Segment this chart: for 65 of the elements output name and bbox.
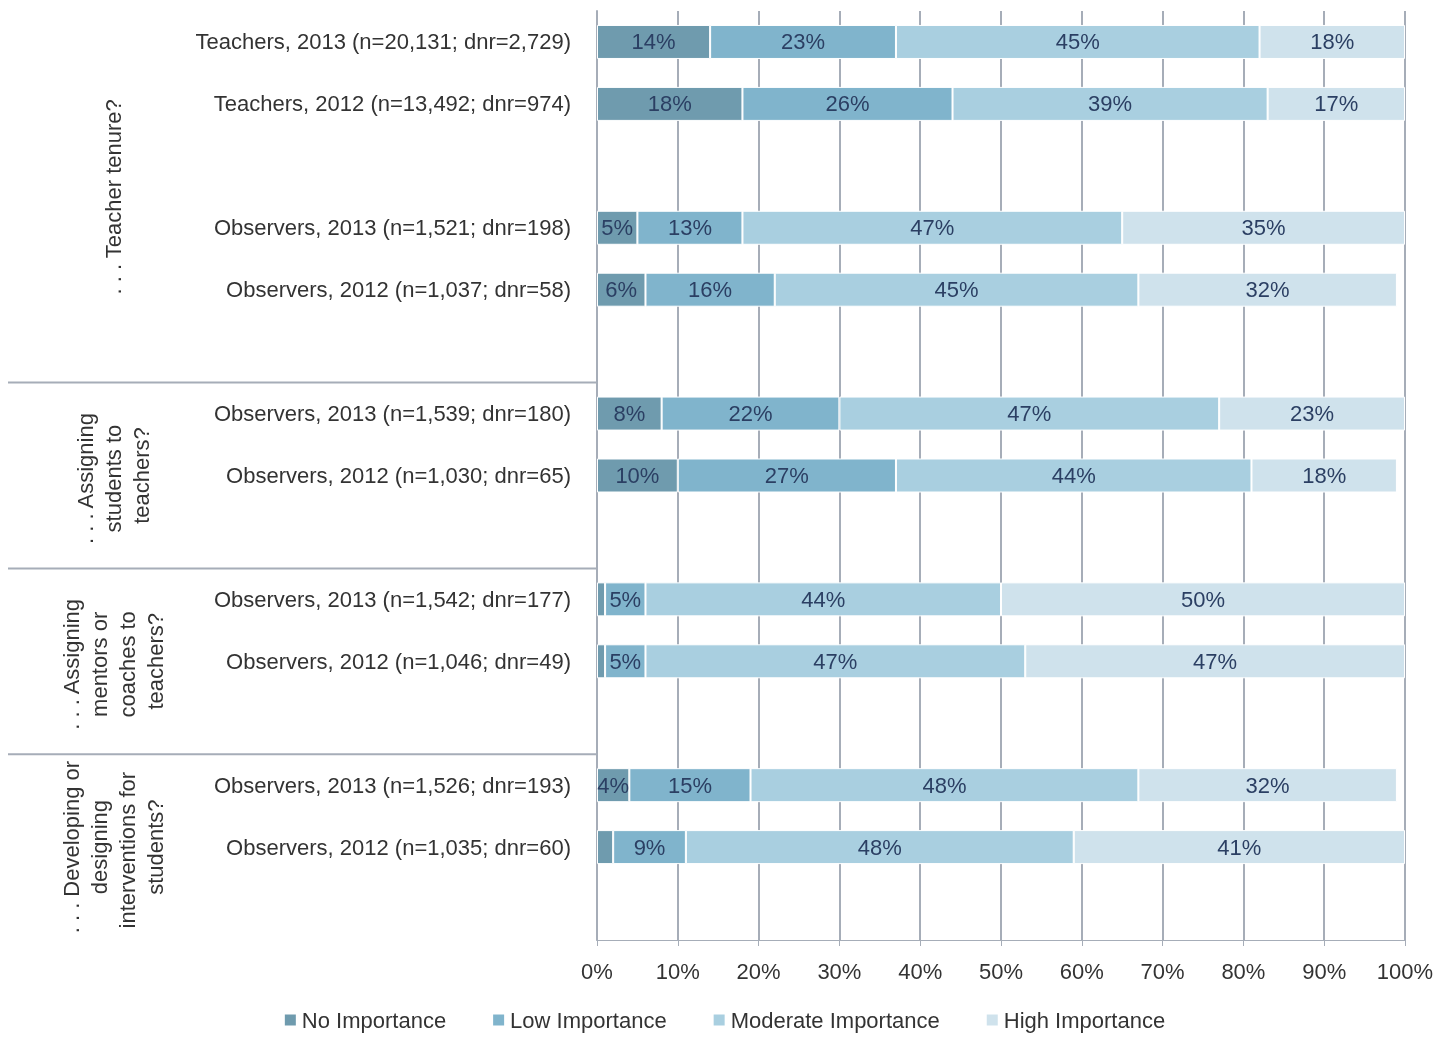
y-tick-label: Teachers, 2013 (n=20,131; dnr=2,729): [195, 29, 571, 55]
data-label: 32%: [1245, 772, 1290, 798]
y-tick-label: Observers, 2012 (n=1,037; dnr=58): [226, 277, 571, 303]
data-label: 47%: [1007, 401, 1052, 427]
data-label: 48%: [922, 772, 967, 798]
data-label: 23%: [1290, 401, 1335, 427]
text: . . . Teacher tenure?: [100, 99, 126, 295]
data-label: 14%: [631, 29, 676, 55]
legend-label: Low Importance: [510, 1007, 667, 1033]
data-label: 45%: [1055, 29, 1100, 55]
data-label: 44%: [1051, 463, 1096, 488]
data-label: 17%: [1314, 91, 1359, 117]
data-label: 15%: [667, 772, 712, 798]
data-label: 50%: [1180, 586, 1226, 612]
x-tick-label: 60%: [1059, 958, 1104, 984]
x-tick-label: 90%: [1302, 958, 1347, 984]
text: . . . Developing or designing interventions for students?: [58, 760, 168, 934]
data-label: 26%: [825, 91, 870, 117]
data-label: 22%: [728, 401, 773, 427]
y-tick-label: Observers, 2013 (n=1,521; dnr=198): [213, 215, 571, 241]
data-label: 18%: [1302, 463, 1347, 488]
y-tick-label: Observers, 2012 (n=1,035; dnr=60): [226, 834, 571, 860]
data-label: 16%: [688, 277, 733, 303]
data-label: 8%: [613, 401, 646, 427]
data-label: 47%: [910, 215, 955, 241]
y-tick-label: Observers, 2013 (n=1,526; dnr=193): [213, 772, 571, 798]
x-tick-label: 40%: [898, 958, 943, 984]
data-label: 39%: [1088, 91, 1133, 117]
x-tick-label: 80%: [1221, 958, 1266, 984]
x-tick-label: 70%: [1140, 958, 1185, 984]
data-label: 41%: [1217, 834, 1262, 860]
data-label: 5%: [601, 215, 634, 241]
data-label: 35%: [1241, 215, 1286, 241]
legend-label: High Importance: [1003, 1007, 1166, 1033]
x-tick-label: 10%: [655, 958, 700, 984]
data-label: 48%: [857, 834, 902, 860]
data-label: 18%: [647, 91, 692, 117]
data-label: 45%: [934, 277, 979, 303]
y-tick-label: Observers, 2013 (n=1,539; dnr=180): [213, 401, 571, 427]
data-label: 6%: [605, 277, 638, 303]
y-tick-label: Observers, 2013 (n=1,542; dnr=177): [213, 586, 571, 612]
text: . . . Assigning mentors or coaches to teachers?: [58, 592, 168, 730]
data-label: 23%: [781, 29, 826, 55]
y-tick-label: Teachers, 2012 (n=13,492; dnr=974): [213, 91, 571, 117]
legend-label: No Importance: [301, 1007, 447, 1033]
x-tick-label: 100%: [1376, 958, 1434, 984]
data-label: 10%: [615, 463, 660, 488]
data-label: 27%: [764, 463, 809, 488]
data-label: 9%: [633, 834, 666, 860]
y-tick-label: Observers, 2012 (n=1,030; dnr=65): [226, 463, 571, 488]
data-label: 5%: [609, 586, 642, 612]
data-label: 32%: [1245, 277, 1290, 303]
x-tick-label: 30%: [817, 958, 862, 984]
y-tick-label: Observers, 2012 (n=1,046; dnr=49): [226, 648, 571, 674]
text: . . . Assigning students to teachers?: [72, 407, 154, 544]
x-tick-label: 50%: [978, 958, 1024, 984]
x-tick-label: 20%: [736, 958, 781, 984]
data-label: 18%: [1310, 29, 1355, 55]
data-label: 13%: [667, 215, 712, 241]
data-label: 5%: [609, 648, 642, 674]
data-label: 47%: [813, 648, 858, 674]
data-label: 44%: [801, 586, 846, 612]
data-label: 47%: [1193, 648, 1238, 674]
legend-label: Moderate Importance: [730, 1007, 940, 1033]
x-tick-label: 0%: [581, 958, 613, 984]
